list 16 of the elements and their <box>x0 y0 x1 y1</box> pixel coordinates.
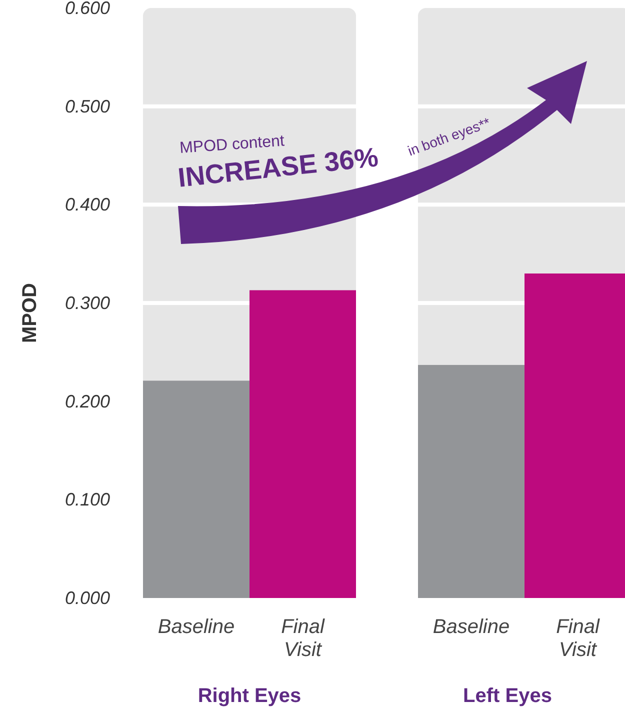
y-tick-label: 0.000 <box>64 588 110 608</box>
y-tick-label: 0.600 <box>64 0 110 18</box>
x-axis-title: Left Eyes <box>463 685 552 707</box>
x-tick-label: Baseline <box>432 616 510 638</box>
x-tick-label: Baseline <box>158 616 235 638</box>
y-tick-label: 0.500 <box>64 96 110 116</box>
x-tick-label: Final Visit <box>281 616 325 661</box>
annotation: in both eyes** <box>406 114 493 159</box>
x-axis-title: Right Eyes <box>198 685 302 707</box>
y-tick-label: 0.400 <box>64 194 110 215</box>
y-tick-label: 0.300 <box>64 293 110 313</box>
y-tick-label: 0.200 <box>64 391 110 412</box>
y-axis-title: MPOD <box>19 283 41 343</box>
y-tick-label: 0.100 <box>64 490 110 510</box>
x-tick-label: Final Visit <box>556 616 600 661</box>
annotation: MPOD content <box>179 132 286 157</box>
